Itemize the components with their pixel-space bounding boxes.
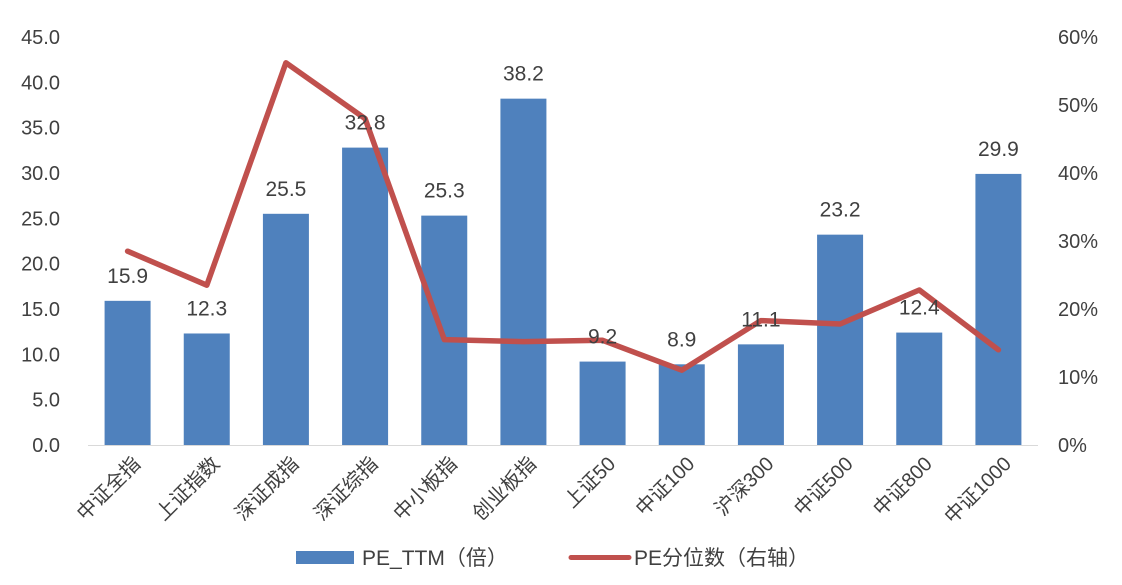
bar-value-label: 32.8 [345,112,386,135]
x-tick-label: 中证800 [869,452,937,520]
y-right-tick-label: 50% [1058,95,1098,117]
y-right-tick-label: 30% [1058,231,1098,253]
bar-value-label: 25.5 [265,178,306,201]
bar-value-label: 15.9 [107,265,148,288]
pe-percentile-line [124,60,1002,373]
legend-label-line: PE分位数（右轴） [634,547,809,570]
x-tick-label: 上证指数 [151,452,224,525]
bar-value-label: 8.9 [667,328,696,351]
bar-6 [500,98,547,446]
bar-9 [737,344,784,445]
y-right-tick-label: 60% [1058,27,1098,49]
y-left-tick-label: 40.0 [21,72,60,94]
y-right-tick-label: 10% [1058,367,1098,389]
y-right-tick-label: 40% [1058,163,1098,185]
bar-value-label: 29.9 [978,138,1019,161]
bar-3 [262,213,309,445]
y-left-tick-label: 15.0 [21,299,60,321]
x-tick-label: 中证500 [789,452,857,520]
bar-value-label: 25.3 [424,180,465,203]
bar-value-label: 9.2 [588,326,617,349]
data-labels: 15.9 12.3 25.5 32.8 25.3 38.2 9.2 8.9 11.1 23.2 12… [107,63,1019,352]
legend-swatch-bar [296,551,354,564]
legend-label-bar: PE_TTM（倍） [362,547,508,570]
y-left-tick-label: 45.0 [21,27,60,49]
bar-value-label: 38.2 [503,63,544,86]
bar-7 [579,361,626,445]
bar-value-label: 12.4 [899,297,940,320]
bar-value-label: 12.3 [186,297,227,320]
y-left-tick-label: 0.0 [32,435,60,457]
x-tick-label: 沪深300 [710,452,778,520]
y-left-tick-label: 35.0 [21,118,60,140]
bar-5 [421,215,468,445]
bar-2 [183,333,230,445]
x-tick-label: 中证100 [631,452,699,520]
bar-4 [342,147,389,445]
x-tick-label: 深证综指 [310,452,383,525]
y-left-tick-label: 10.0 [21,344,60,366]
bar-value-label: 11.1 [741,308,780,331]
y-left-tick-label: 25.0 [21,208,60,230]
x-tick-label: 中小板指 [389,452,462,525]
x-tick-label: 深证成指 [231,452,304,525]
bar-10 [817,234,864,445]
bar-11 [896,332,943,445]
bar-1 [104,300,151,445]
y-left-tick-label: 20.0 [21,254,60,276]
x-tick-label: 上证50 [560,452,620,512]
x-tick-label: 创业板指 [468,452,541,525]
y-right-tick-label: 0% [1058,435,1087,457]
x-tick-label: 中证1000 [940,452,1016,528]
line-series [124,60,1002,373]
bar-series [104,98,1022,446]
y-left-tick-label: 5.0 [32,390,60,412]
y-right-tick-label: 20% [1058,299,1098,321]
bar-value-label: 23.2 [820,199,861,222]
bar-8 [658,364,705,445]
x-tick-label: 中证全指 [72,452,145,525]
legend: PE_TTM（倍） PE分位数（右轴） [296,547,809,570]
y-left-tick-label: 30.0 [21,163,60,185]
bar-12 [975,173,1022,445]
